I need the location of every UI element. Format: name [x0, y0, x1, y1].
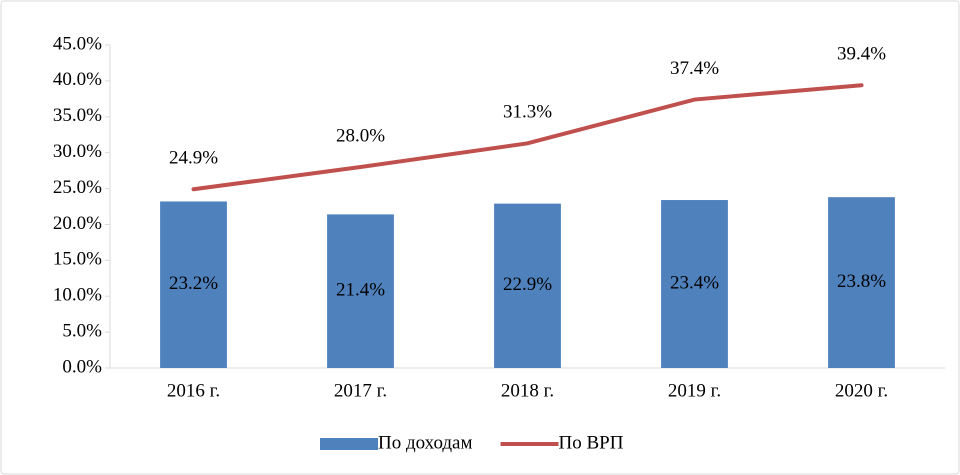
x-tick-label: 2018 г. [501, 380, 554, 401]
y-tick-label: 45.0% [53, 33, 102, 54]
y-tick-label: 30.0% [53, 141, 102, 162]
y-tick-label: 20.0% [53, 213, 102, 234]
bar-label: 21.4% [336, 280, 385, 301]
x-tick-label: 2019 г. [668, 380, 721, 401]
bar [661, 200, 728, 368]
y-tick-label: 15.0% [53, 249, 102, 270]
y-tick-label: 0.0% [62, 356, 102, 377]
line-label: 37.4% [670, 58, 719, 79]
y-tick-label: 25.0% [53, 177, 102, 198]
bar-label: 23.2% [169, 273, 218, 294]
bar-label: 23.4% [670, 272, 719, 293]
bar [327, 214, 394, 368]
line-label: 39.4% [837, 44, 886, 65]
line-label: 24.9% [169, 148, 218, 169]
y-tick-label: 40.0% [53, 69, 102, 90]
line-label: 28.0% [336, 125, 385, 146]
legend-swatch [320, 438, 378, 450]
x-tick-label: 2017 г. [334, 380, 387, 401]
line-label: 31.3% [503, 102, 552, 123]
y-tick-label: 5.0% [62, 320, 102, 341]
bar [494, 203, 561, 368]
bar [828, 197, 895, 368]
bar [160, 201, 227, 368]
y-tick-label: 35.0% [53, 105, 102, 126]
x-tick-label: 2020 г. [835, 380, 888, 401]
legend-label: По доходам [378, 432, 473, 453]
line [191, 83, 864, 192]
bar-label: 23.8% [837, 271, 886, 292]
y-tick-label: 10.0% [53, 285, 102, 306]
legend-label: По ВРП [559, 432, 624, 453]
x-tick-label: 2016 г. [167, 380, 220, 401]
bar-label: 22.9% [503, 274, 552, 295]
